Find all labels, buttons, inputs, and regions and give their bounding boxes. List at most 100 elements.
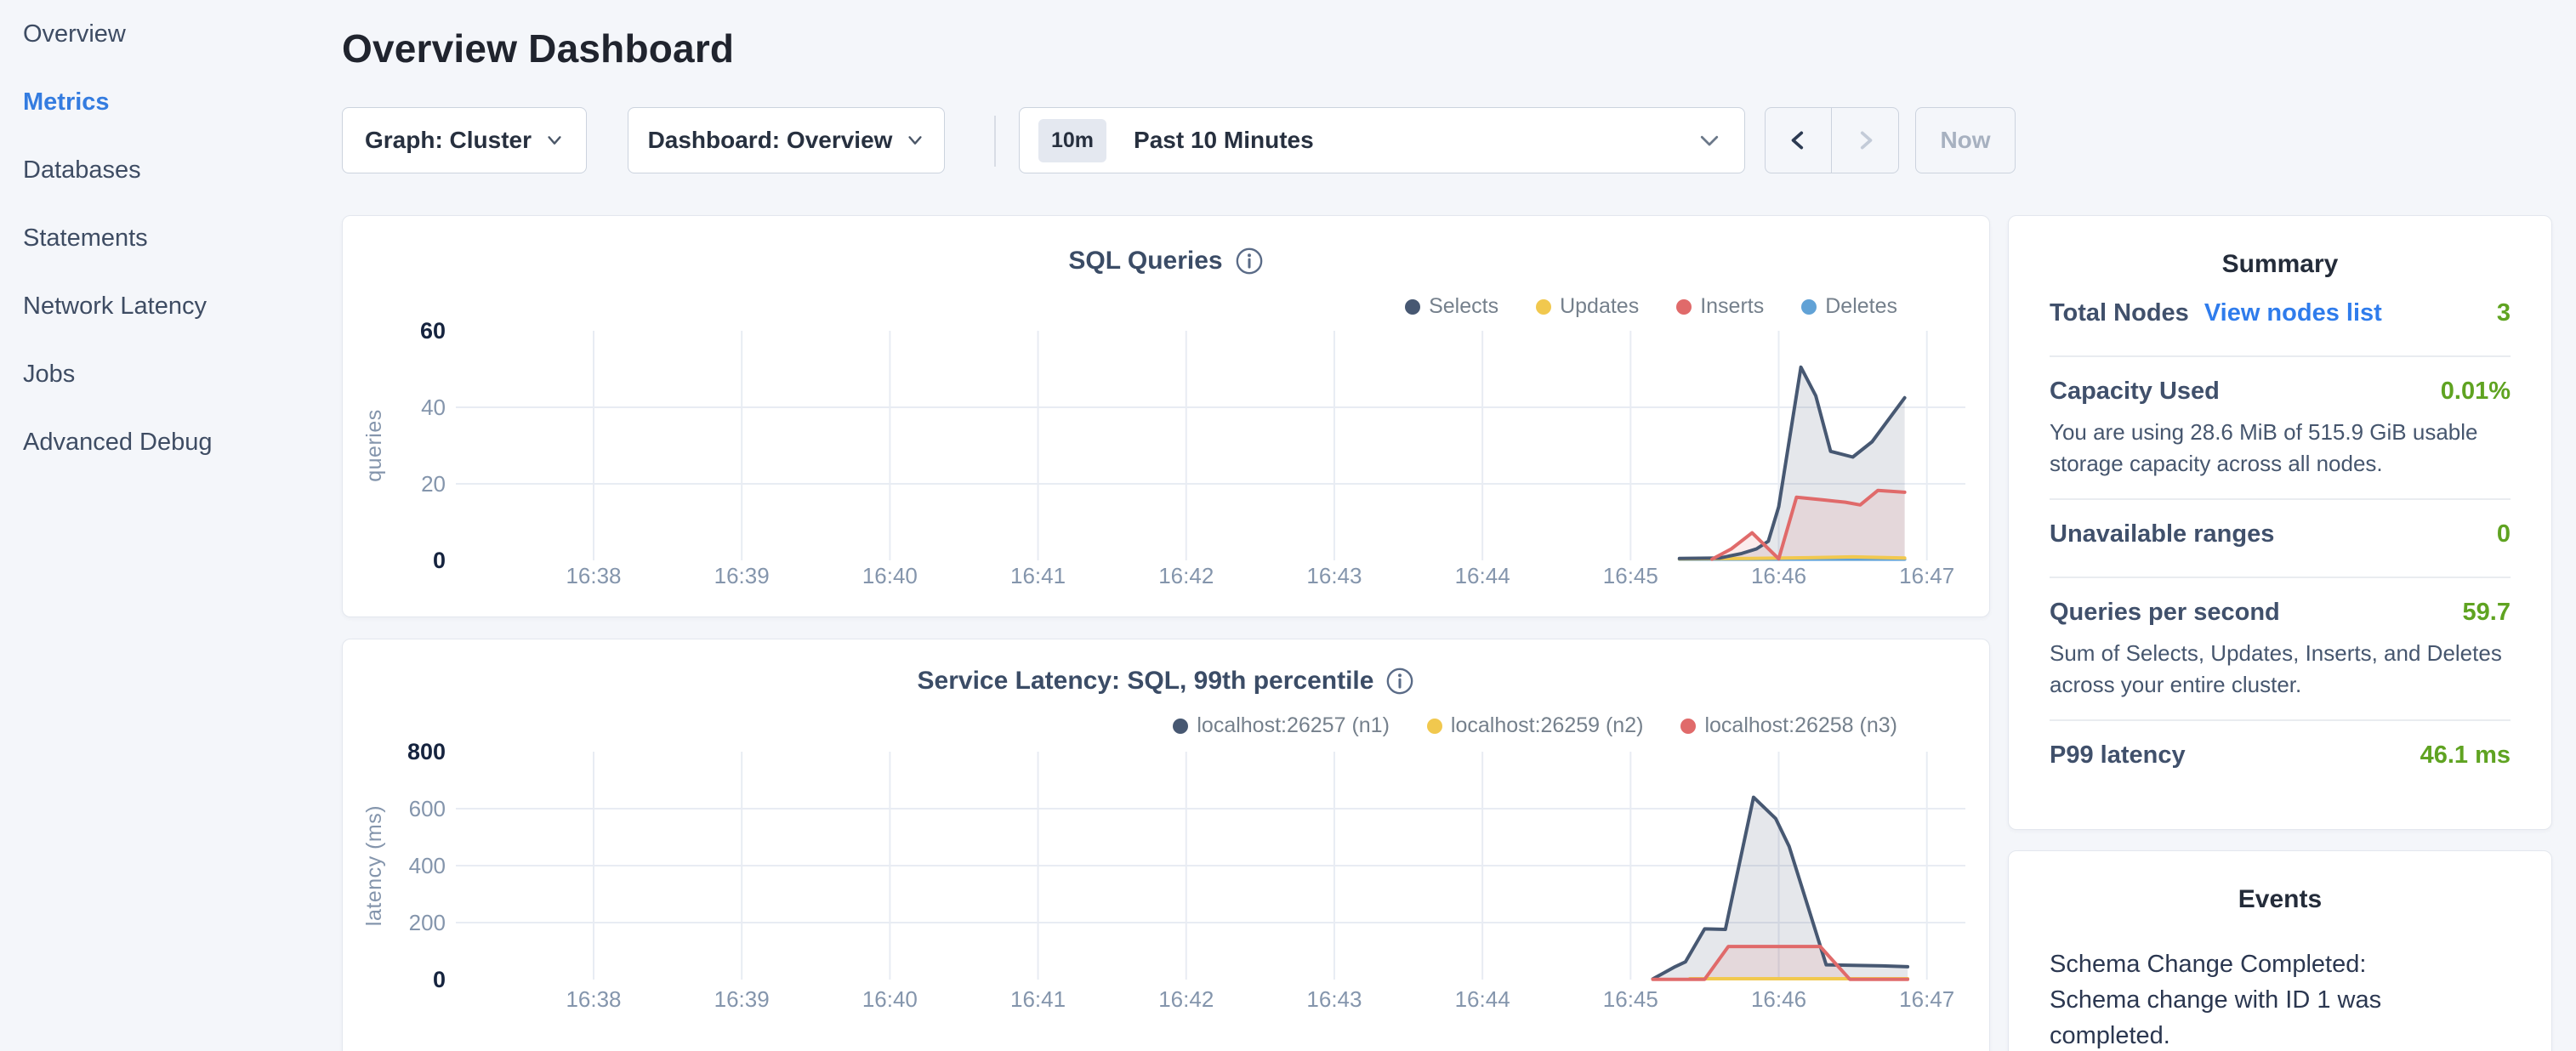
x-axis-tick-label: 16:41: [1010, 563, 1066, 588]
summary-row-value: 59.7: [2463, 599, 2511, 627]
y-axis-tick-label: 400: [409, 853, 446, 878]
x-axis-tick-label: 16:39: [714, 986, 770, 1012]
y-axis-tick-label: 20: [421, 471, 446, 497]
divider: [2050, 498, 2511, 500]
chevron-right-icon: [1854, 129, 1876, 151]
legend-item-localhost-26259-n2-[interactable]: localhost:26259 (n2): [1427, 713, 1644, 738]
x-axis-tick-label: 16:41: [1010, 986, 1066, 1012]
legend-label: Updates: [1560, 294, 1639, 319]
info-icon[interactable]: [1385, 667, 1414, 696]
y-axis-tick-label: 40: [421, 395, 446, 420]
legend-dot: [1173, 719, 1188, 734]
summary-panel: Summary Total Nodes View nodes list 3 Ca…: [2008, 215, 2552, 830]
y-axis-tick-label: 0: [433, 548, 446, 573]
next-time-window-button[interactable]: [1832, 108, 1898, 173]
legend-dot: [1676, 299, 1692, 315]
page-title: Overview Dashboard: [342, 26, 734, 71]
sql-queries-chart-card: SQL Queries Selects Updates Inserts Deletes…: [342, 215, 1990, 617]
legend-label: Selects: [1429, 294, 1498, 319]
legend-label: Deletes: [1825, 294, 1897, 319]
x-axis-tick-label: 16:44: [1455, 563, 1510, 588]
legend-item-localhost-26258-n3-[interactable]: localhost:26258 (n3): [1680, 713, 1897, 738]
x-axis-tick-label: 16:46: [1751, 986, 1806, 1012]
now-button-label: Now: [1940, 127, 1990, 154]
legend-item-Deletes[interactable]: Deletes: [1801, 294, 1897, 319]
legend-label: localhost:26257 (n1): [1197, 713, 1390, 738]
x-axis-tick-label: 16:42: [1158, 563, 1214, 588]
time-range-dropdown[interactable]: 10m Past 10 Minutes: [1019, 107, 1745, 173]
summary-row-value: 46.1 ms: [2420, 741, 2511, 770]
x-axis-tick-label: 16:44: [1455, 986, 1510, 1012]
legend-label: localhost:26259 (n2): [1451, 713, 1644, 738]
chevron-down-icon: [545, 131, 564, 150]
event-item-text[interactable]: Schema Change Completed: Schema change w…: [2050, 946, 2441, 1051]
service-latency-chart: 16:3816:3916:4016:4116:4216:4316:4416:45…: [343, 737, 1991, 1031]
x-axis-tick-label: 16:43: [1306, 986, 1362, 1012]
sql-queries-chart: 16:3816:3916:4016:4116:4216:4316:4416:45…: [343, 318, 1991, 603]
events-panel: Events Schema Change Completed: Schema c…: [2008, 850, 2552, 1051]
summary-row-label: Capacity Used: [2050, 378, 2220, 406]
chart-legend: Selects Updates Inserts Deletes: [1405, 294, 1897, 319]
x-axis-tick-label: 16:45: [1603, 563, 1658, 588]
y-axis-unit-label: latency (ms): [362, 805, 386, 926]
sidebar-item-jobs[interactable]: Jobs: [0, 340, 342, 408]
x-axis-tick-label: 16:39: [714, 563, 770, 588]
legend-item-Updates[interactable]: Updates: [1536, 294, 1639, 319]
controls-divider: [994, 116, 996, 167]
sidebar-item-advanced-debug[interactable]: Advanced Debug: [0, 408, 342, 476]
legend-label: localhost:26258 (n3): [1704, 713, 1897, 738]
previous-time-window-button[interactable]: [1766, 108, 1832, 173]
x-axis-tick-label: 16:38: [566, 986, 621, 1012]
chart-title: Service Latency: SQL, 99th percentile: [918, 667, 1374, 696]
summary-row-value: 0.01%: [2441, 378, 2511, 406]
sidebar: Overview Metrics Databases Statements Ne…: [0, 0, 342, 476]
divider: [2050, 355, 2511, 357]
service-latency-chart-card: Service Latency: SQL, 99th percentile lo…: [342, 639, 1990, 1051]
y-axis-tick-label: 600: [409, 796, 446, 821]
dashboard-dropdown[interactable]: Dashboard: Overview: [628, 107, 945, 173]
x-axis-tick-label: 16:42: [1158, 986, 1214, 1012]
sidebar-item-databases[interactable]: Databases: [0, 136, 342, 204]
sidebar-item-network-latency[interactable]: Network Latency: [0, 272, 342, 340]
legend-dot: [1801, 299, 1817, 315]
summary-row-total-nodes: Total Nodes View nodes list 3: [2050, 299, 2511, 337]
divider: [2050, 719, 2511, 721]
chevron-left-icon: [1788, 129, 1810, 151]
x-axis-tick-label: 16:47: [1899, 563, 1954, 588]
graph-scope-dropdown[interactable]: Graph: Cluster: [342, 107, 587, 173]
summary-row-p99-latency: P99 latency 46.1 ms: [2050, 741, 2511, 779]
time-range-label: Past 10 Minutes: [1134, 127, 1314, 154]
legend-dot: [1405, 299, 1420, 315]
divider: [2050, 577, 2511, 578]
chart-title: SQL Queries: [1068, 247, 1222, 276]
summary-row-label: Total Nodes: [2050, 299, 2189, 327]
legend-item-localhost-26257-n1-[interactable]: localhost:26257 (n1): [1173, 713, 1390, 738]
now-button[interactable]: Now: [1915, 107, 2016, 173]
summary-title: Summary: [2050, 250, 2511, 279]
events-title: Events: [2050, 885, 2511, 914]
summary-row-unavailable-ranges: Unavailable ranges 0: [2050, 520, 2511, 558]
legend-item-Selects[interactable]: Selects: [1405, 294, 1498, 319]
view-nodes-list-link[interactable]: View nodes list: [2204, 299, 2382, 327]
y-axis-tick-label: 800: [407, 739, 446, 764]
graph-scope-dropdown-label: Graph: Cluster: [365, 127, 532, 154]
x-axis-tick-label: 16:47: [1899, 986, 1954, 1012]
y-axis-tick-label: 60: [420, 318, 446, 344]
y-axis-tick-label: 200: [409, 910, 446, 935]
summary-row-value: 3: [2497, 299, 2511, 327]
info-icon[interactable]: [1235, 247, 1264, 276]
x-axis-tick-label: 16:40: [862, 986, 918, 1012]
dashboard-dropdown-label: Dashboard: Overview: [648, 127, 893, 154]
legend-item-Inserts[interactable]: Inserts: [1676, 294, 1764, 319]
x-axis-tick-label: 16:40: [862, 563, 918, 588]
chart-legend: localhost:26257 (n1) localhost:26259 (n2)…: [1173, 713, 1897, 738]
summary-row-subtext: Sum of Selects, Updates, Inserts, and De…: [2050, 638, 2511, 701]
sidebar-item-statements[interactable]: Statements: [0, 204, 342, 272]
chevron-down-icon: [906, 131, 924, 150]
summary-row-label: P99 latency: [2050, 741, 2186, 770]
x-axis-tick-label: 16:46: [1751, 563, 1806, 588]
sidebar-item-metrics[interactable]: Metrics: [0, 68, 342, 136]
summary-row-queries-per-second: Queries per second 59.7: [2050, 599, 2511, 636]
series-area-Inserts: [1712, 491, 1905, 560]
sidebar-item-overview[interactable]: Overview: [0, 0, 342, 68]
